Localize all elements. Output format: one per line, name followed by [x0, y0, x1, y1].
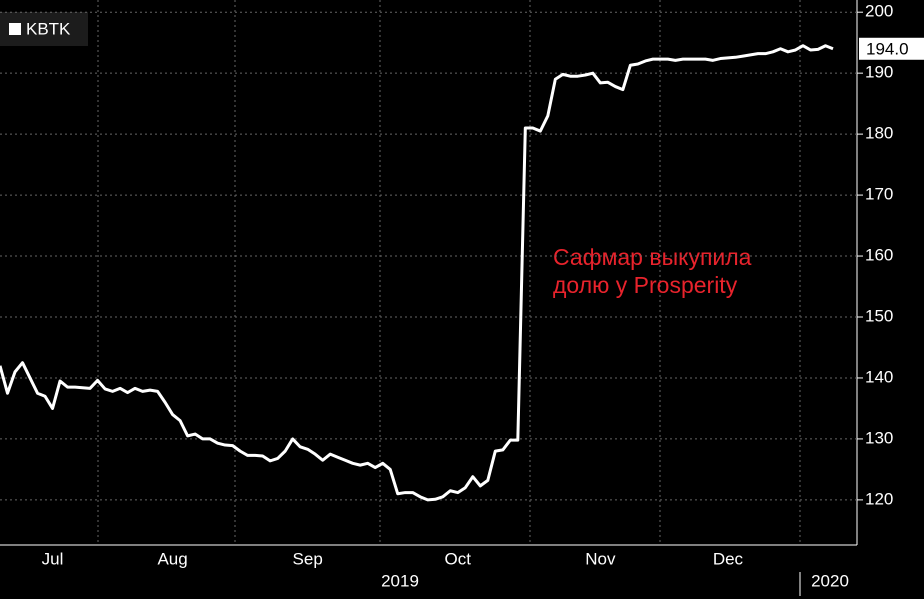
y-tick-label: 160 [865, 246, 893, 265]
end-label-box [859, 37, 924, 60]
annotation: долю у Prosperity [553, 272, 738, 298]
x-tick-label: Jul [42, 549, 64, 568]
year-label: 2020 [811, 571, 849, 590]
y-tick-label: 140 [865, 367, 893, 386]
y-tick-label: 120 [865, 489, 893, 508]
legend-swatch [9, 23, 21, 35]
x-tick-label: Sep [293, 549, 323, 568]
year-label: 2019 [381, 571, 419, 590]
end-label: 194.0 [866, 39, 909, 58]
y-tick-label: 170 [865, 185, 893, 204]
y-tick-label: 180 [865, 124, 893, 143]
annotation: Сафмар выкупила [553, 244, 752, 270]
month-separators [97, 0, 801, 545]
y-tick-label: 130 [865, 428, 893, 447]
x-tick-label: Dec [713, 549, 744, 568]
y-tick-label: 200 [865, 2, 893, 21]
x-tick-label: Oct [445, 549, 472, 568]
y-tick-label: 190 [865, 63, 893, 82]
x-tick-label: Aug [157, 549, 187, 568]
y-tick-label: 150 [865, 306, 893, 325]
line [0, 44, 834, 502]
x-tick-label: Nov [585, 549, 616, 568]
legend-label: KBTK [26, 19, 71, 38]
